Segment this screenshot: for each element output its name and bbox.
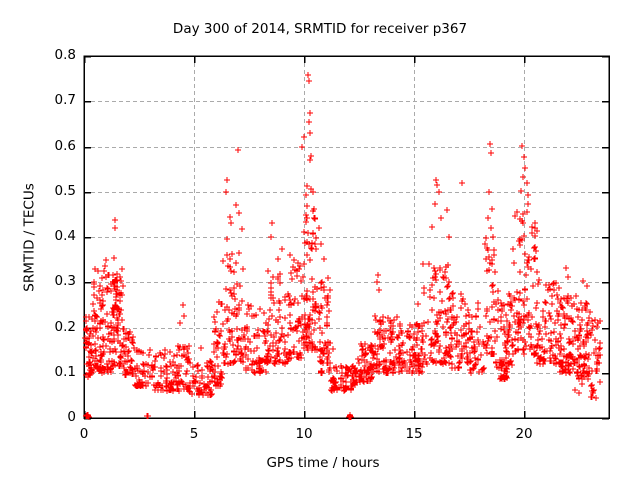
y-tick-label: 0.6 bbox=[54, 137, 76, 154]
y-tick-label: 0.5 bbox=[54, 182, 76, 199]
y-tick-label: 0.2 bbox=[54, 318, 76, 335]
x-axis-title: GPS time / hours bbox=[266, 455, 380, 471]
y-tick-label: 0.8 bbox=[54, 47, 76, 63]
chart-title: Day 300 of 2014, SRMTID for receiver p36… bbox=[172, 21, 468, 37]
grid-lines bbox=[84, 56, 609, 418]
x-tick-label: 0 bbox=[79, 426, 89, 442]
scatter-points bbox=[82, 72, 603, 420]
x-tick-label: 5 bbox=[189, 426, 199, 442]
x-tick-label: 15 bbox=[405, 426, 423, 442]
y-tick-label: 0.3 bbox=[54, 273, 76, 290]
y-tick-label: 0.1 bbox=[54, 363, 76, 380]
y-tick-label: 0.4 bbox=[54, 228, 76, 244]
y-tick-label: 0 bbox=[67, 409, 76, 425]
x-tick-label: 20 bbox=[515, 426, 533, 442]
y-tick-label: 0.7 bbox=[54, 92, 76, 109]
x-tick-label: 10 bbox=[295, 426, 313, 442]
